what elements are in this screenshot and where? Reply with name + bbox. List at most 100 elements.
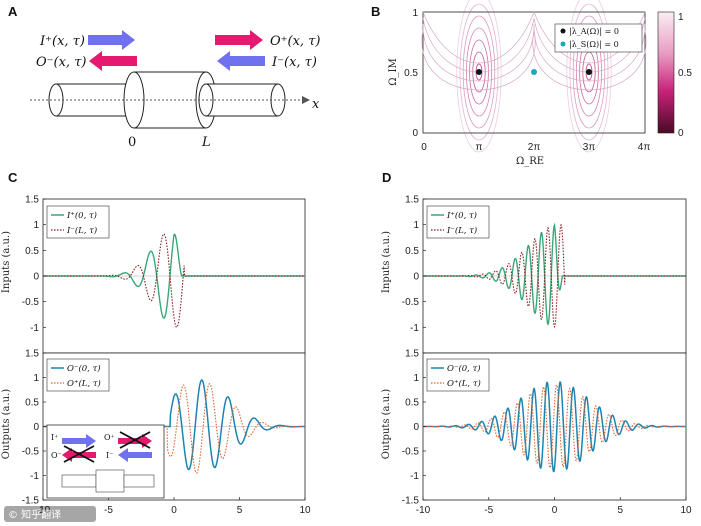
marker-lambda-a-pi <box>476 69 482 75</box>
contour-outer-1 <box>422 17 646 73</box>
c-top-ytick-5: -1 <box>30 323 39 334</box>
d-xtick-1: -5 <box>484 505 493 516</box>
d-bot-ytick-3: 0 <box>413 422 419 433</box>
label-pos-L: L <box>201 135 211 150</box>
label-pos-zero: 0 <box>128 135 136 150</box>
c-xtick-1: -5 <box>104 505 113 516</box>
c-top-ytick-2: 0.5 <box>25 246 39 257</box>
b-legend-s: |λ_S(Ω)| = 0 <box>569 40 619 49</box>
c-top-ytick-0: 1.5 <box>25 195 39 206</box>
d-bot-ytick-1: 1 <box>413 373 419 384</box>
c-xtick-0: -10 <box>36 505 51 516</box>
c-bot-ytick-3: 0 <box>33 422 39 433</box>
d-xtick-2: 0 <box>552 505 558 516</box>
d-bottom-yticks: 1.5 1 0.5 0 -0.5 -1 -1.5 <box>402 349 426 507</box>
label-i-minus: I⁻(x, τ) <box>271 55 317 70</box>
contour-1-4 <box>572 15 606 129</box>
c-legend-o-minus: O⁻(0, τ) <box>67 363 101 374</box>
d-series-i-minus <box>423 223 686 329</box>
panel-letter-d: D <box>382 170 391 185</box>
c-top-yticks: 1.5 1 0.5 0 -0.5 -1 <box>22 195 46 334</box>
c-series-i-minus <box>43 233 305 328</box>
c-top-ytick-4: -0.5 <box>22 297 40 308</box>
b-xtick-3: 3π <box>583 142 596 153</box>
d-bot-ytick-5: -1 <box>410 471 419 482</box>
d-top-ytick-3: 0 <box>413 272 419 283</box>
d-top-ytick-0: 1.5 <box>405 195 419 206</box>
d-output-curves <box>422 381 686 473</box>
arrow-o-minus <box>89 51 137 71</box>
c-bot-ytick-4: -0.5 <box>22 447 40 458</box>
contour-1-5 <box>569 3 609 141</box>
c-xtick-2: 0 <box>171 505 177 516</box>
marker-lambda-s-2pi <box>531 69 537 75</box>
b-ytick-2: 1 <box>412 8 418 19</box>
d-top-ytick-5: -1 <box>410 323 419 334</box>
contour-outer-2 <box>422 23 646 82</box>
d-legend-i-minus: I⁻(L, τ) <box>446 225 477 236</box>
c-legend-i-minus: I⁻(L, τ) <box>66 225 97 236</box>
d-series-o-minus <box>423 381 686 473</box>
contour-0-2 <box>469 39 489 105</box>
c-bot-ytick-2: 0.5 <box>25 398 39 409</box>
d-top-ytick-1: 1 <box>413 220 419 231</box>
inset-i-plus: I⁺ <box>51 433 58 442</box>
panel-a-diagram: I⁺(x, τ) O⁻(x, τ) O⁺(x, τ) I⁻(x, τ) x 0 … <box>30 30 320 150</box>
arrow-o-plus <box>215 30 263 50</box>
d-bot-ytick-6: -1.5 <box>402 496 420 507</box>
d-series-i-plus <box>423 222 686 326</box>
contour-0-3 <box>465 27 492 117</box>
b-xtick-2: 2π <box>528 142 541 153</box>
c-bottom-ylabel: Outputs (a.u.) <box>1 389 12 459</box>
d-legend-i-plus: I⁺(0, τ) <box>446 210 477 221</box>
d-legend-o-minus: O⁻(0, τ) <box>447 363 481 374</box>
d-top-ylabel: Inputs (a.u.) <box>381 231 392 293</box>
marker-lambda-a-3pi <box>586 69 592 75</box>
contour-lines <box>421 0 647 153</box>
inset-i-minus: I⁻ <box>106 451 113 460</box>
c-bottom-yticks: 1.5 1 0.5 0 -0.5 -1 -1.5 <box>22 349 46 507</box>
inset-o-plus: O⁺ <box>104 433 115 442</box>
contour-0-6 <box>456 0 502 153</box>
c-legend-i-plus: I⁺(0, τ) <box>66 210 97 221</box>
label-i-plus: I⁺(x, τ) <box>39 34 85 49</box>
b-legend <box>554 23 643 53</box>
b-xlabel: Ω_RE <box>516 156 544 167</box>
d-bottom-ylabel: Outputs (a.u.) <box>381 389 392 459</box>
arrow-i-minus <box>217 51 265 71</box>
d-series-o-plus <box>422 384 686 469</box>
c-top-ytick-3: 0 <box>33 272 39 283</box>
contour-1-6 <box>566 0 612 153</box>
b-legend-a: |λ_A(Ω)| = 0 <box>569 27 619 36</box>
c-bot-ytick-5: -1 <box>30 471 39 482</box>
d-bot-ytick-4: -0.5 <box>402 447 420 458</box>
b-ytick-0: 0 <box>412 128 418 139</box>
c-bot-ytick-6: -1.5 <box>22 496 40 507</box>
c-bot-ytick-1: 1 <box>33 373 39 384</box>
colorbar <box>657 11 675 134</box>
label-o-plus: O⁺(x, τ) <box>270 34 320 49</box>
panel-b-plot: |λ_A(Ω)| = 0 |λ_S(Ω)| = 0 0 π 2π 3π 4π 0… <box>388 0 692 167</box>
arrow-i-plus <box>88 30 135 50</box>
d-input-curves <box>423 222 686 329</box>
c-top-ytick-1: 1 <box>33 220 39 231</box>
c-input-curves <box>43 233 305 328</box>
c-legend-o-plus: O⁺(L, τ) <box>67 378 101 389</box>
panel-letter-c: C <box>8 170 18 185</box>
d-top-ytick-2: 0.5 <box>405 246 419 257</box>
d-legend-o-plus: O⁺(L, τ) <box>447 378 481 389</box>
c-top-ylabel: Inputs (a.u.) <box>1 231 12 293</box>
label-x-axis: x <box>312 97 320 112</box>
d-bot-ytick-0: 1.5 <box>405 349 419 360</box>
d-xtick-0: -10 <box>416 505 431 516</box>
c-xtick-4: 10 <box>299 505 311 516</box>
b-ytick-1: 0.5 <box>404 68 418 79</box>
panel-d-plots: 1.5 1 0.5 0 -0.5 -1 1.5 1 0.5 0 -0.5 -1 -1.5 -10 -5 0… <box>381 195 692 517</box>
inset-o-minus: O⁻ <box>51 451 62 460</box>
b-xtick-0: 0 <box>421 142 427 153</box>
d-xticks: -10 -5 0 5 10 <box>416 497 692 516</box>
panel-letter-b: B <box>371 4 380 19</box>
contour-outer-0 <box>422 11 646 64</box>
c-bot-ytick-0: 1.5 <box>25 349 39 360</box>
